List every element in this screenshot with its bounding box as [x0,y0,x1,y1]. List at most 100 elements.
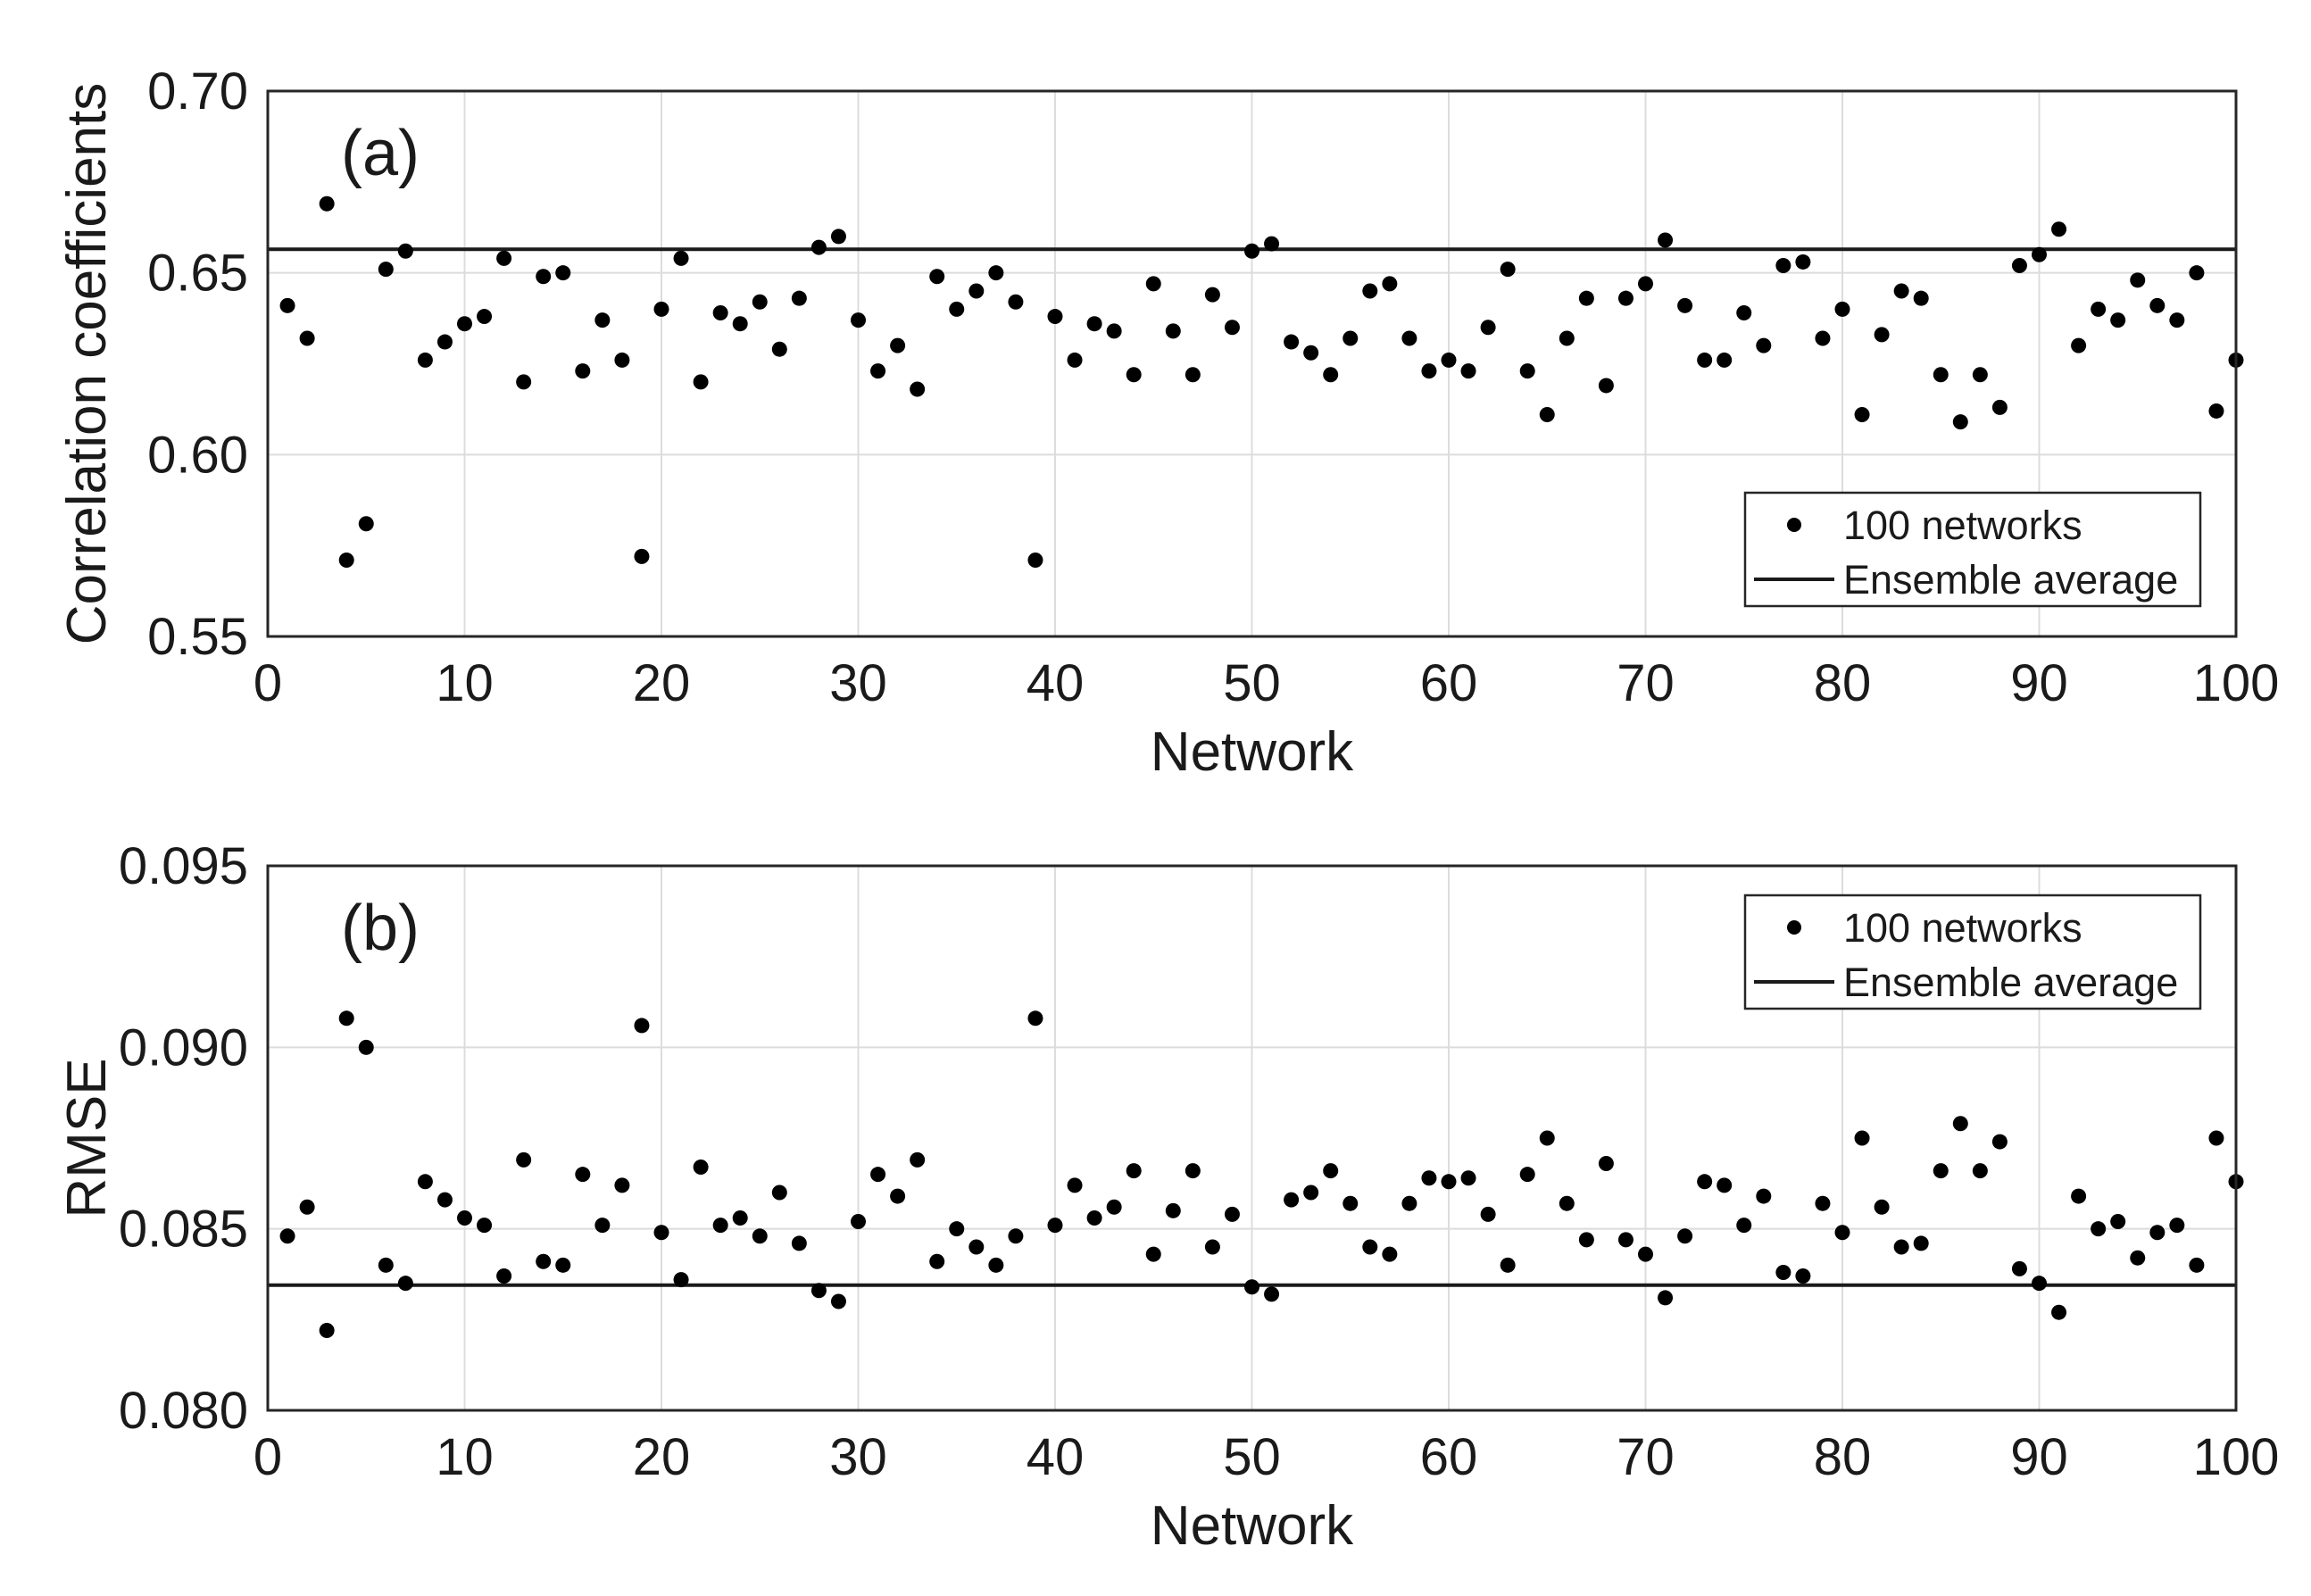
x-tick-label: 70 [1617,1428,1675,1486]
data-point [1185,1163,1201,1179]
data-point [830,229,846,245]
data-point [279,1228,295,1244]
data-point [949,1221,965,1237]
y-tick-label: 0.085 [119,1201,248,1259]
legend-correlation: 100 networks Ensemble average [1743,491,2202,608]
data-point [1815,1195,1831,1211]
y-axis-title-correlation: Correlation coefficients [56,83,118,645]
data-point [1382,276,1398,292]
y-tick-label: 0.55 [147,608,248,666]
data-point [1323,367,1339,383]
data-point [929,269,945,285]
data-point [299,330,315,346]
x-tick-label: 0 [254,1428,282,1486]
x-tick-label: 50 [1223,1428,1281,1486]
data-point [2071,1188,2087,1204]
y-tick-labels-correlation: 0.55 0.60 0.65 0.70 [147,62,248,666]
data-point [1343,1195,1359,1211]
data-point [1617,1232,1633,1248]
data-point [2032,1276,2047,1292]
data-point [2071,337,2087,353]
data-point [1736,304,1752,320]
data-point [1874,1199,1890,1215]
data-point [752,294,768,310]
data-point [516,1151,532,1168]
data-point [851,1214,866,1230]
data-point [2051,221,2067,237]
data-point [2189,1257,2205,1273]
data-point [1204,1239,1220,1255]
legend-marker-dot-icon [1787,920,1801,935]
data-point [2169,312,2185,328]
data-point [1027,1010,1043,1027]
data-point [1165,1202,1181,1218]
x-tick-label: 20 [633,1428,691,1486]
data-point [1795,254,1811,270]
data-point [2091,1221,2107,1237]
data-point [1617,290,1633,306]
data-point [2091,301,2107,317]
data-point [1460,1170,1476,1186]
data-point [1913,1235,1929,1251]
data-point [830,1293,846,1309]
x-tick-label: 90 [2010,1428,2068,1486]
data-point [1086,1209,1102,1226]
legend-entry-ensemble-average: Ensemble average [1843,960,2178,1005]
data-point [575,1167,591,1183]
data-point [988,1257,1004,1273]
y-tick-label: 0.090 [119,1018,248,1076]
data-point [1638,1246,1653,1262]
y-tick-label: 0.60 [147,426,248,484]
data-point [1677,297,1693,313]
data-point [673,250,689,266]
data-point [1106,1199,1122,1215]
data-point [890,337,906,353]
data-point [1933,1163,1949,1179]
data-point [1539,407,1555,423]
x-tick-label: 60 [1420,1428,1478,1486]
panel-correlation: 0 10 20 30 40 50 60 70 80 90 100 0.550.600.650.70 … [56,62,2279,783]
data-point [653,1225,669,1241]
data-point [1126,367,1142,383]
data-point [1264,236,1280,252]
data-point [2110,312,2126,328]
data-point [2208,403,2224,419]
data-point [1008,1228,1024,1244]
data-point [890,1188,906,1204]
x-axis-title-rmse: Network [1151,1495,1354,1557]
data-point [1165,323,1181,339]
data-point [1854,1130,1870,1146]
x-tick-label: 20 [633,654,691,712]
data-point [1658,1290,1674,1306]
y-tick-label: 0.095 [119,837,248,895]
data-point [1421,1170,1437,1186]
data-point [870,1167,886,1183]
data-point [949,301,965,317]
y-tick-label: 0.70 [147,62,248,121]
data-point [1559,330,1575,346]
data-point [693,1160,709,1176]
data-point [1008,294,1024,310]
data-point [1204,287,1220,303]
data-point [910,381,926,397]
data-point [712,1218,728,1234]
data-point [1047,309,1063,325]
data-point [811,1283,827,1299]
legend-rmse: 100 networks Ensemble average [1743,894,2202,1010]
data-point [1834,301,1850,317]
data-point [614,352,630,368]
data-point [319,195,335,212]
data-point [1539,1130,1555,1146]
data-point [1224,1206,1240,1222]
data-point [496,1268,512,1284]
data-point [436,1192,453,1208]
data-point [1991,1134,2008,1150]
data-point [1441,1174,1457,1190]
data-point [2169,1218,2185,1234]
legend-entry-ensemble-average: Ensemble average [1843,557,2178,603]
data-point [1362,1239,1378,1255]
data-point [2149,1225,2166,1241]
data-point [1106,323,1122,339]
data-point [496,250,512,266]
data-point [870,363,886,379]
